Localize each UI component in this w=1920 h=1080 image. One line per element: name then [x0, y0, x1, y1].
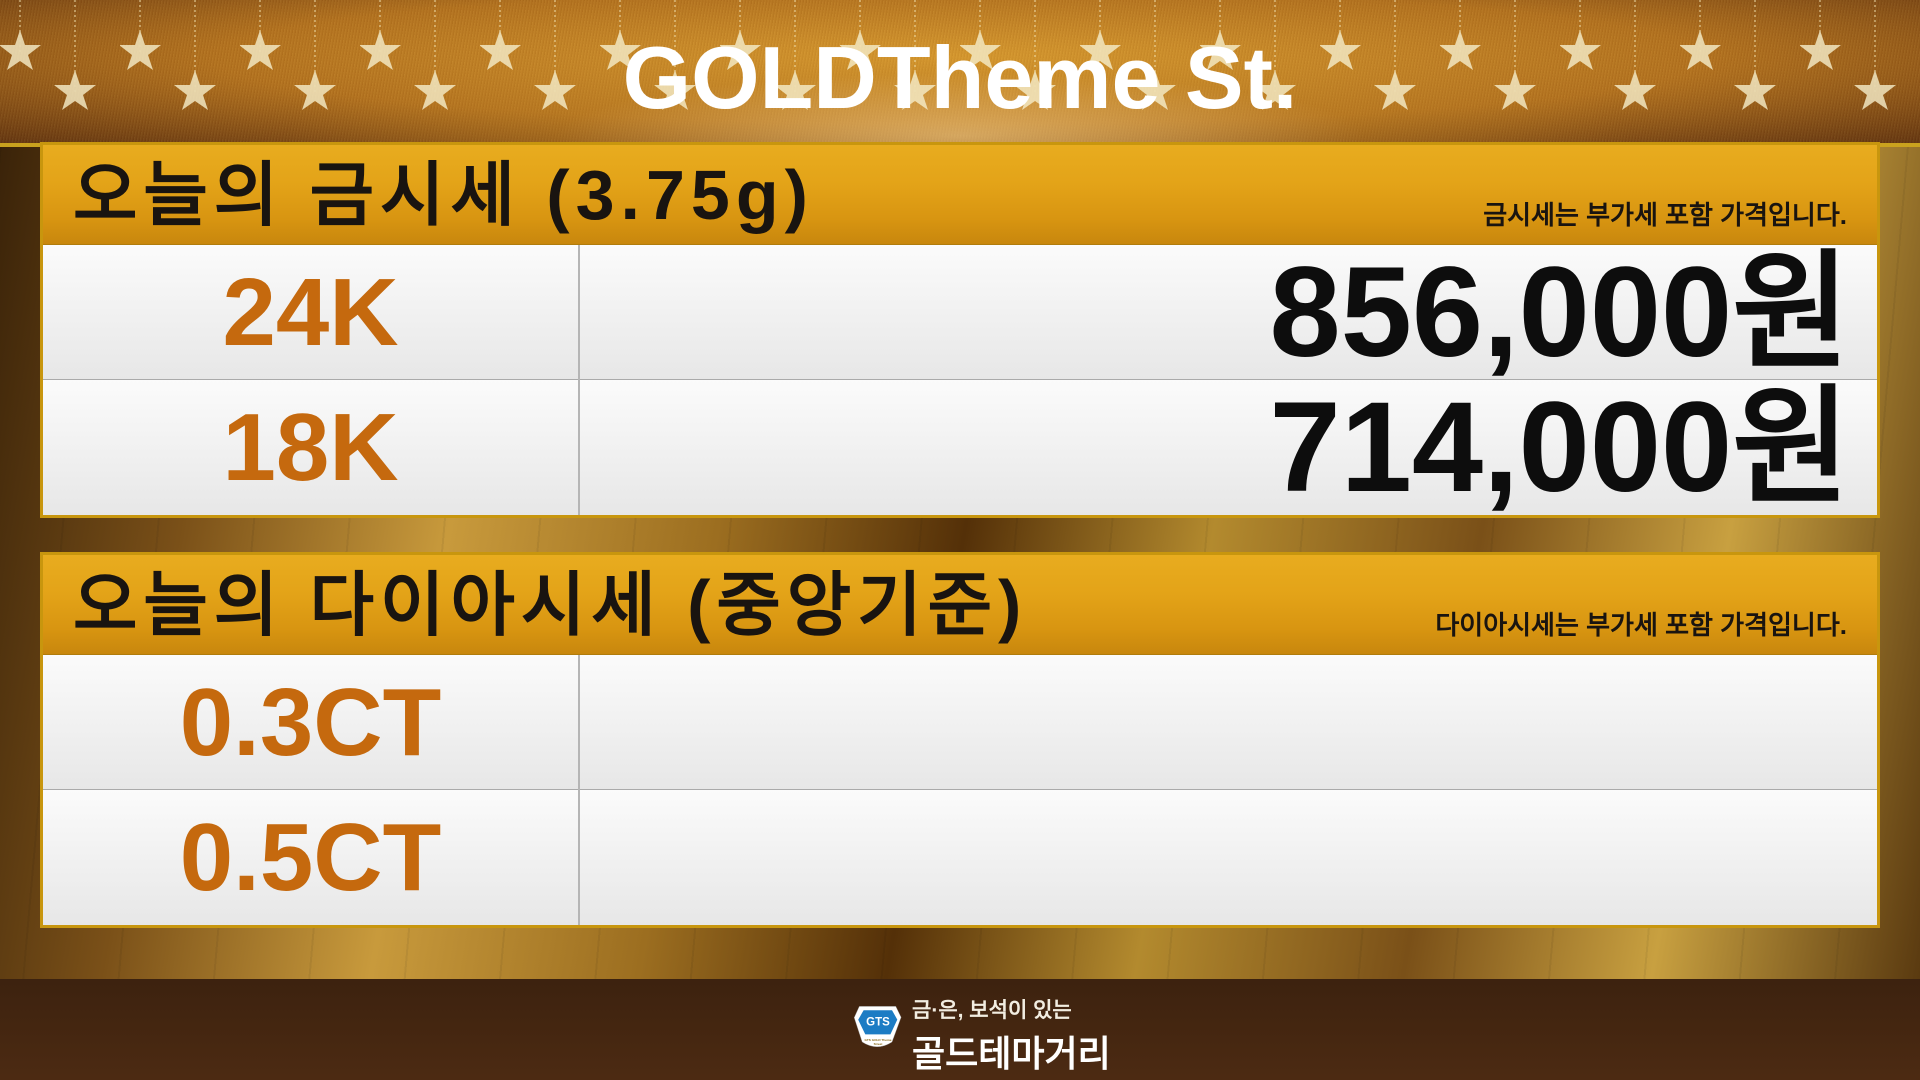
svg-text:Street: Street [874, 1042, 883, 1046]
svg-text:GTS: GTS [866, 1017, 890, 1029]
